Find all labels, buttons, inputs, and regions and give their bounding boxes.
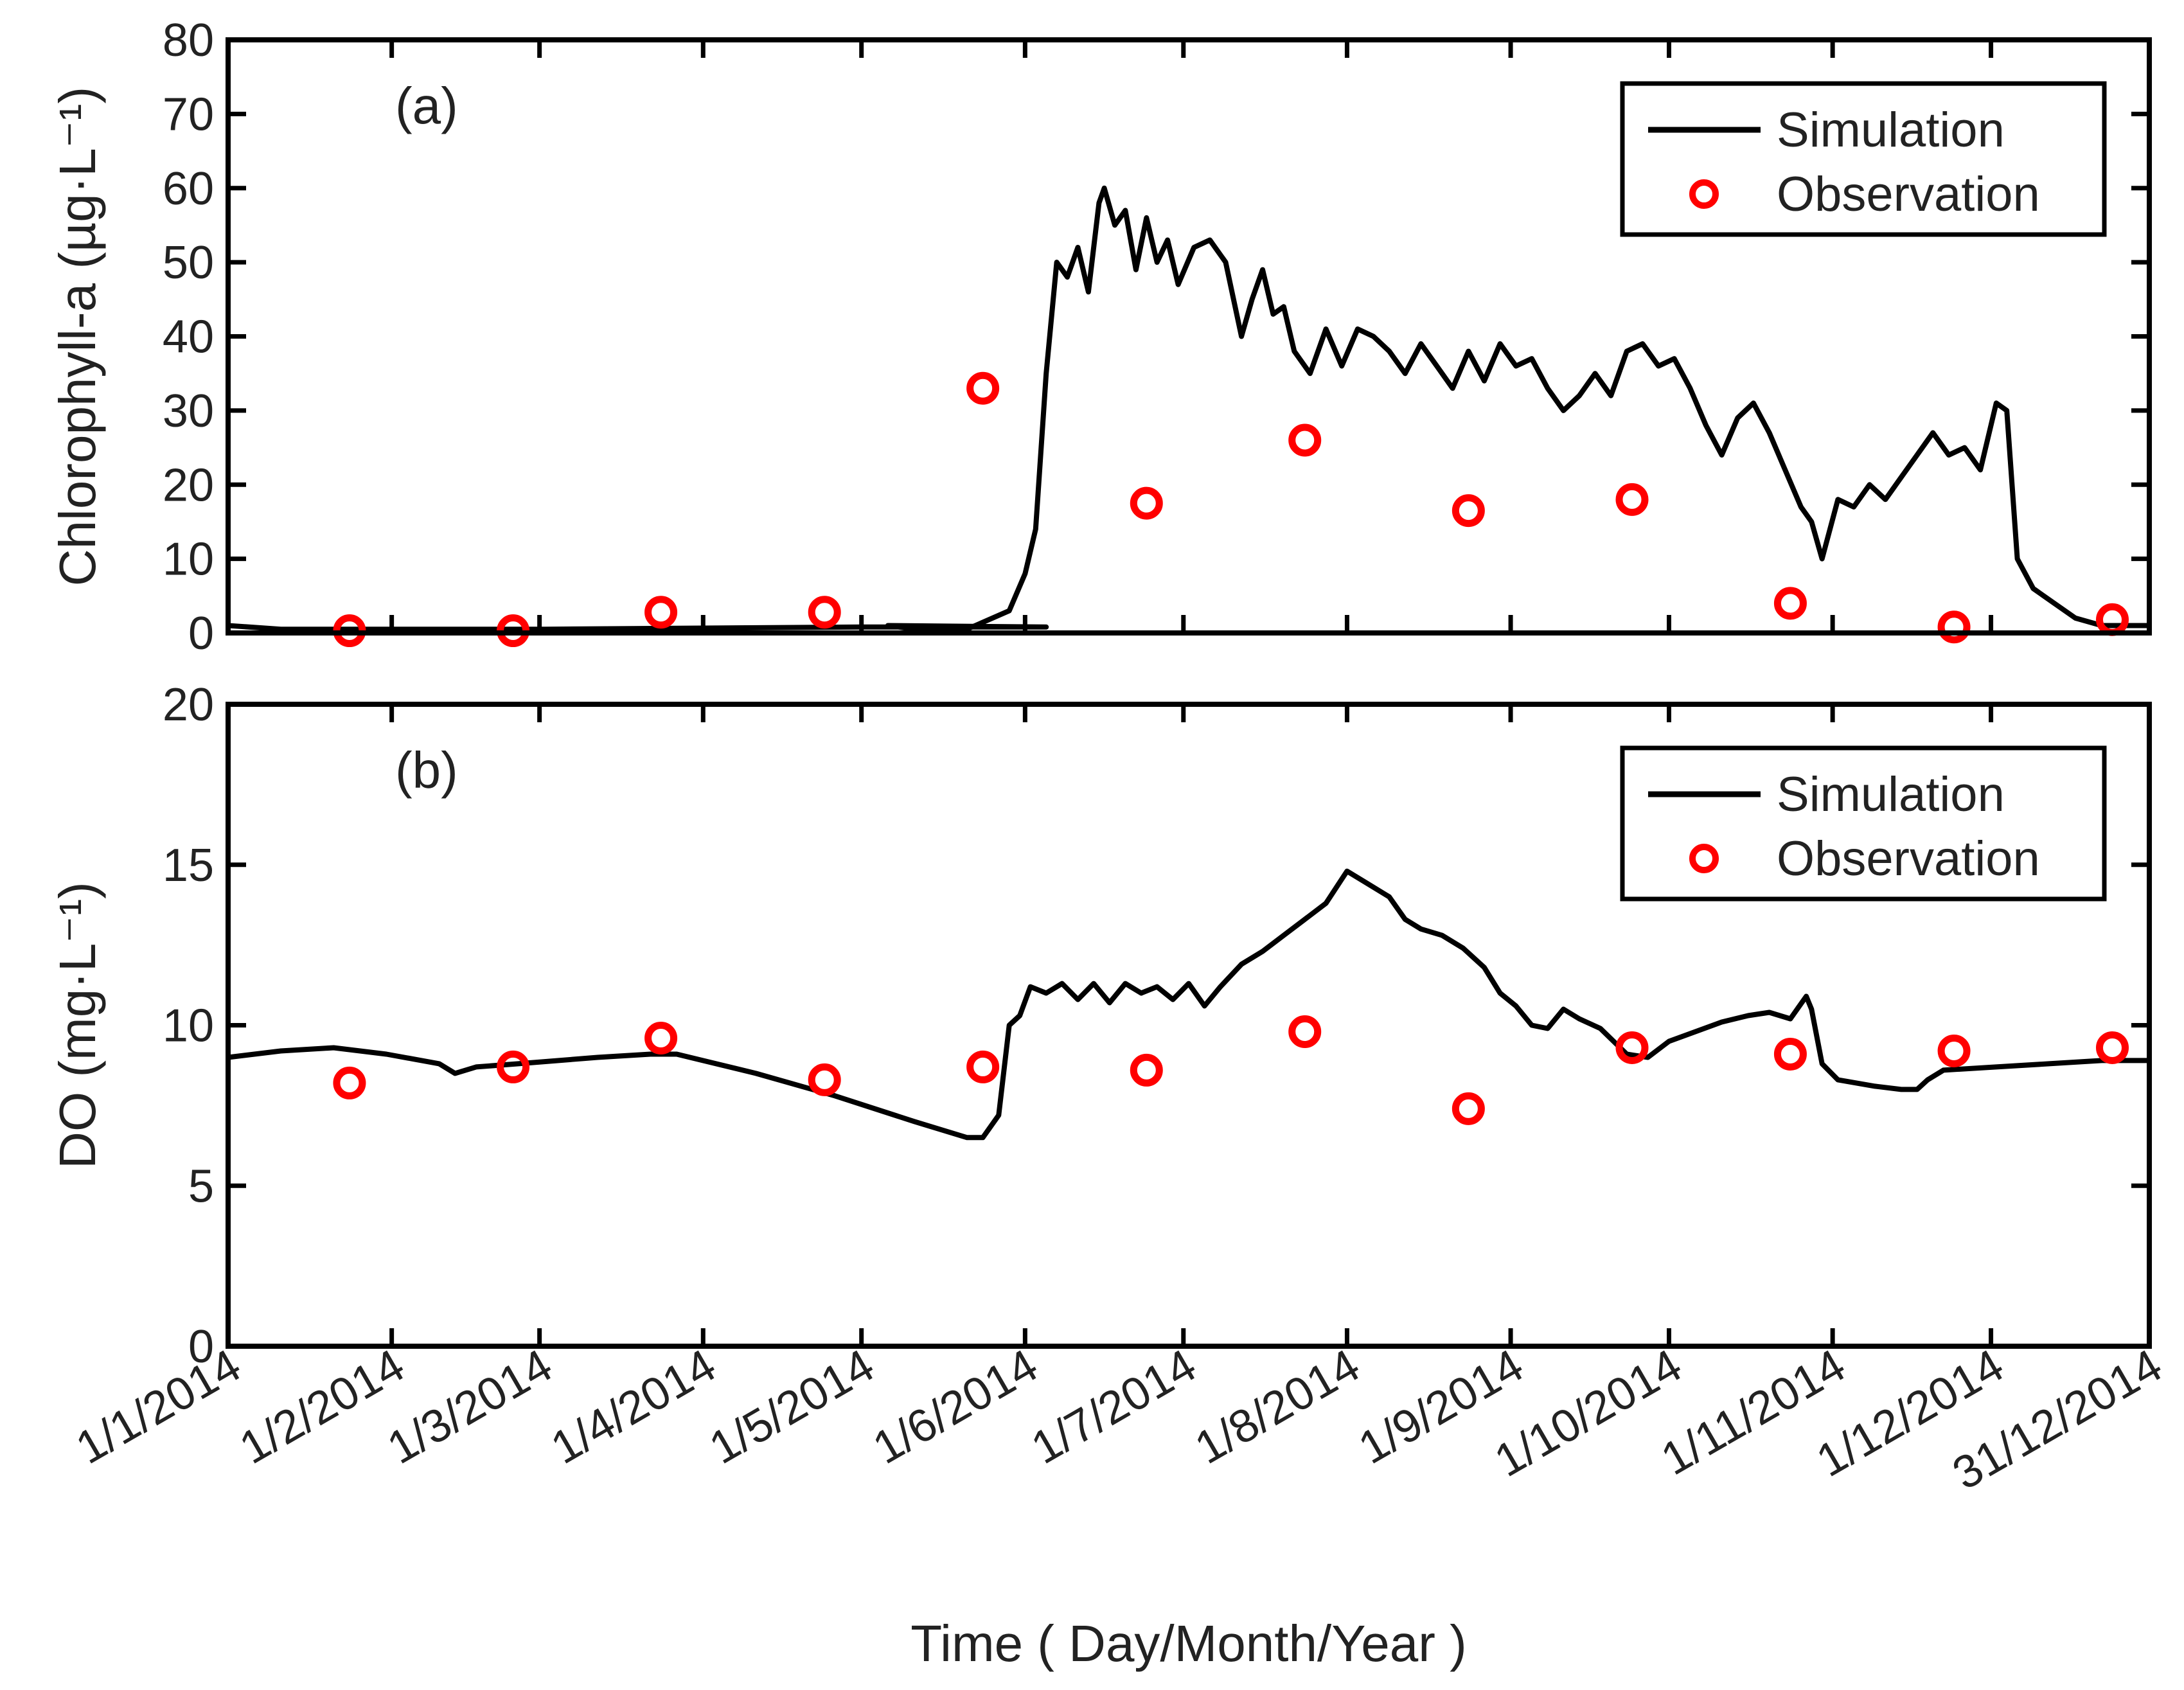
y-tick-label: 40 (163, 312, 214, 363)
x-tick-label: 1/6/2014 (865, 1340, 1047, 1474)
x-tick-label: 1/5/2014 (701, 1340, 883, 1474)
observation-point (1937, 1034, 1971, 1067)
panel-b-legend-observation-swatch (1689, 844, 1719, 873)
observation-point (1937, 610, 1971, 644)
panel-b: 0 5 10 15 20 (b) DO (mg·L⁻¹) Simulation Obse… (49, 679, 2152, 1373)
panel-b-legend: Simulation Observation (1620, 745, 2107, 902)
x-tick-label: 1/3/2014 (379, 1340, 561, 1474)
y-tick-label: 50 (163, 237, 214, 289)
y-tick-label: 20 (163, 679, 214, 731)
panel-b-legend-box (1620, 745, 2107, 902)
observation-point (333, 1066, 366, 1099)
y-tick-label: 5 (188, 1161, 214, 1212)
panel-a-legend-observation-label: Observation (1777, 167, 2040, 222)
x-axis-label: Time ( Day/Month/Year ) (910, 1615, 1466, 1672)
panel-b-legend-observation-label: Observation (1777, 832, 2040, 886)
x-tick-label: 1/4/2014 (543, 1340, 725, 1474)
observation-point (1288, 1015, 1322, 1048)
panel-a-legend-simulation-label: Simulation (1777, 103, 2005, 157)
panel-a: 0 10 20 30 40 50 60 70 80 (a) Chlorophyll-a (µg·… (49, 15, 2152, 659)
panel-a-ticks: 0 10 20 30 40 50 60 70 80 (163, 15, 2152, 659)
observation-point (1288, 423, 1322, 457)
y-tick-label: 80 (163, 15, 214, 66)
observation-point (1773, 587, 1807, 620)
observation-point (1615, 1031, 1649, 1064)
simulation-line (227, 185, 2149, 632)
simulation-line (227, 868, 2149, 1141)
y-tick-label: 70 (163, 89, 214, 140)
observation-point (966, 371, 1000, 405)
y-tick-label: 0 (188, 1321, 214, 1373)
x-tick-label: 1/2/2014 (231, 1340, 413, 1474)
panel-b-axes-box (226, 702, 2152, 1349)
panel-b-legend-simulation-label: Simulation (1777, 767, 2005, 822)
panel-a-legend-box (1620, 81, 2107, 237)
y-tick-label: 10 (163, 534, 214, 585)
panel-b-label: (b) (395, 742, 458, 799)
panel-b-series (227, 868, 2149, 1141)
panel-a-legend: Simulation Observation (1620, 81, 2107, 237)
x-tick-label: 1/7/2014 (1023, 1340, 1205, 1474)
panel-a-legend-observation-swatch (1689, 179, 1719, 209)
observation-point (1615, 483, 1649, 516)
observation-point (2096, 1031, 2129, 1064)
panel-b-y-axis-label: DO (mg·L⁻¹) (49, 882, 106, 1169)
x-axis-tick-labels: 1/1/20141/2/20141/3/20141/4/20141/5/2014… (67, 1340, 2171, 1500)
observation-point (497, 1050, 530, 1083)
observation-point (2096, 603, 2129, 636)
y-tick-label: 15 (163, 840, 214, 891)
observation-point (1452, 1092, 1485, 1125)
observation-point (966, 1050, 1000, 1083)
panel-a-y-axis-label: Chlorophyll-a (µg·L⁻¹) (49, 87, 106, 586)
observation-point (1773, 1037, 1807, 1071)
panel-a-label: (a) (395, 77, 458, 134)
observation-point (808, 1063, 841, 1096)
y-tick-label: 10 (163, 1001, 214, 1052)
panel-a-series (227, 185, 2149, 648)
y-tick-label: 60 (163, 163, 214, 215)
x-tick-label: 1/1/2014 (67, 1340, 249, 1474)
observation-point (1130, 1053, 1163, 1087)
y-tick-label: 0 (188, 608, 214, 659)
observation-point (644, 1021, 678, 1054)
y-tick-label: 30 (163, 386, 214, 437)
panel-a-axes-box (226, 37, 2152, 636)
observation-point (1452, 494, 1485, 528)
y-tick-label: 20 (163, 459, 214, 511)
x-tick-label: 1/8/2014 (1187, 1340, 1369, 1474)
observation-point (808, 596, 841, 629)
observation-point (1130, 486, 1163, 520)
observation-point (644, 596, 678, 629)
